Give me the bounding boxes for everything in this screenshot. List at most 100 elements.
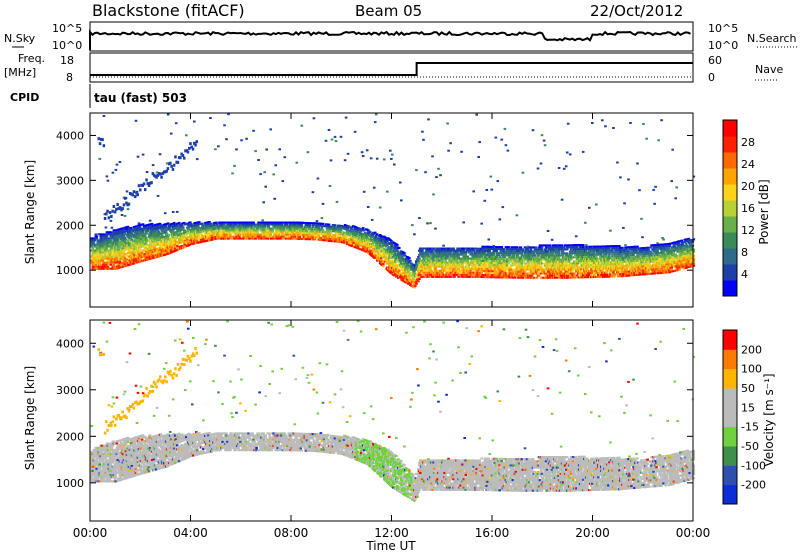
power-cell (522, 260, 526, 263)
power-cell (229, 227, 232, 230)
power-cell (206, 237, 209, 240)
power-cell (137, 236, 141, 239)
power-echo (550, 238, 554, 241)
power-cell (168, 227, 172, 230)
power-cell (140, 227, 144, 230)
power-cell (546, 266, 550, 269)
power-cell (93, 267, 97, 270)
power-cell (529, 248, 533, 251)
power-cell (477, 247, 480, 250)
power-cell (378, 242, 382, 245)
power-cell (170, 238, 174, 241)
power-cell (496, 252, 500, 255)
power-cell (435, 265, 438, 268)
power-cell (354, 232, 358, 235)
power-cell (126, 231, 130, 234)
power-cell (557, 250, 561, 253)
power-cell (552, 272, 556, 275)
power-cell (572, 272, 576, 275)
power-cell (565, 248, 569, 251)
power-echo (235, 148, 238, 151)
power-cell (502, 250, 506, 253)
power-cell (428, 271, 431, 274)
power-echo (489, 175, 493, 178)
power-echo (399, 181, 402, 184)
power-cell (553, 268, 557, 271)
power-cell (172, 228, 176, 230)
power-cell (547, 260, 551, 263)
power-cell (405, 281, 408, 284)
power-echo (136, 155, 140, 158)
power-cell (370, 253, 374, 256)
power-cell (544, 260, 548, 263)
power-cell (93, 239, 97, 242)
power-cell (421, 249, 424, 252)
power-cell (157, 255, 161, 258)
power-cell (162, 235, 166, 238)
power-cell (387, 267, 390, 270)
power-echo (259, 173, 262, 176)
power-cell (385, 253, 388, 256)
power-echo (329, 159, 333, 162)
power-cell (385, 245, 388, 248)
power-cell (337, 234, 341, 237)
power-cell (123, 263, 127, 266)
power-cell (453, 275, 456, 278)
power-cell (324, 225, 328, 228)
power-cell (388, 256, 391, 259)
power-cell (149, 247, 153, 250)
power-cell (174, 225, 178, 228)
power-cell (557, 252, 561, 255)
power-cell (394, 260, 397, 263)
power-cell (493, 248, 497, 250)
power-cell (476, 265, 479, 268)
power-cell (185, 237, 188, 240)
power-cell (164, 235, 168, 238)
power-cell (506, 248, 510, 251)
power-cell (141, 229, 145, 232)
power-cell (205, 225, 208, 228)
power-cell (147, 233, 151, 236)
power-cell (100, 253, 104, 256)
power-cell (466, 255, 469, 258)
power-cell (236, 225, 239, 228)
power-cell (208, 229, 211, 232)
power-cell (167, 234, 171, 237)
power-cell (149, 255, 153, 258)
power-cell (375, 247, 379, 250)
power-cell (389, 265, 392, 268)
power-cell (550, 254, 554, 257)
power-cell (125, 254, 129, 257)
power-cell (117, 258, 121, 261)
power-cell (94, 259, 98, 262)
power-cell (528, 274, 532, 277)
power-echo (504, 144, 508, 147)
power-cell (112, 229, 116, 232)
power-cell (126, 239, 130, 242)
power-cell (310, 228, 314, 231)
power-echo (245, 137, 248, 140)
power-cell (540, 250, 544, 253)
power-cell (511, 252, 515, 255)
power-cell (441, 271, 444, 274)
power-cell (431, 265, 434, 268)
power-cell (414, 278, 417, 281)
power-cell (358, 232, 362, 234)
power-echo (485, 189, 489, 191)
power-cell (555, 244, 559, 247)
power-cell (416, 272, 419, 275)
power-cell (471, 247, 474, 250)
power-cell (398, 265, 401, 268)
power-cell (356, 229, 360, 232)
power-cell (165, 245, 169, 247)
power-cell (545, 262, 549, 265)
power-cell (461, 261, 464, 264)
power-cell (128, 241, 132, 244)
power-cell (340, 225, 344, 227)
power-cell (498, 262, 502, 265)
power-cell (375, 233, 379, 236)
power-cell (478, 276, 481, 278)
power-cell (555, 256, 559, 259)
power-cell (488, 256, 492, 258)
power-cell (498, 276, 502, 279)
